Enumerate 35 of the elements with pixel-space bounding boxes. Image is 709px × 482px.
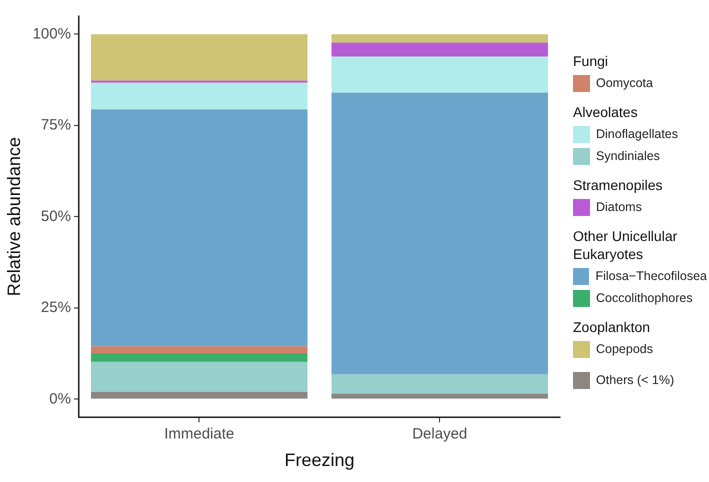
text: Alveolates (573, 103, 639, 121)
text: Fungi (573, 52, 610, 70)
bar (332, 394, 548, 399)
legend-label: Oomycota (596, 76, 653, 90)
legend-label: Syndiniales (596, 149, 660, 163)
bar (332, 92, 548, 374)
bar (90, 109, 308, 346)
bar (90, 354, 308, 362)
y-tick-label: 100% (32, 25, 71, 42)
bar (332, 56, 548, 93)
bar (90, 34, 308, 81)
legend-label: Copepods (596, 342, 653, 356)
text: Stramenopiles (573, 176, 664, 194)
bar (90, 362, 308, 392)
y-tick-label: 75% (40, 116, 71, 134)
y-tick-label: 25% (40, 299, 71, 316)
bar (90, 346, 308, 354)
bar (332, 34, 548, 43)
legend-label: Others (< 1%) (596, 373, 674, 387)
bar (90, 82, 308, 110)
x-tick-label: Immediate (164, 426, 234, 443)
legend-label: Coccolithophores (596, 291, 693, 305)
bar (90, 392, 308, 399)
bar (332, 42, 548, 57)
y-tick-label: 0% (49, 390, 71, 408)
legend-label: Filosa−Thecofilosea (595, 269, 707, 283)
y-axis-title: Relative abundance (4, 137, 24, 296)
x-tick-label: Delayed (412, 426, 468, 443)
bar (332, 374, 548, 394)
text: Other Unicellular Eukaryotes (573, 227, 678, 263)
x-axis-title: Freezing (284, 450, 354, 470)
legend-label: Diatoms (596, 200, 642, 214)
legend-label: Dinoflagellates (596, 127, 678, 141)
y-tick-label: 50% (40, 208, 71, 225)
text: Zooplankton (573, 318, 652, 336)
